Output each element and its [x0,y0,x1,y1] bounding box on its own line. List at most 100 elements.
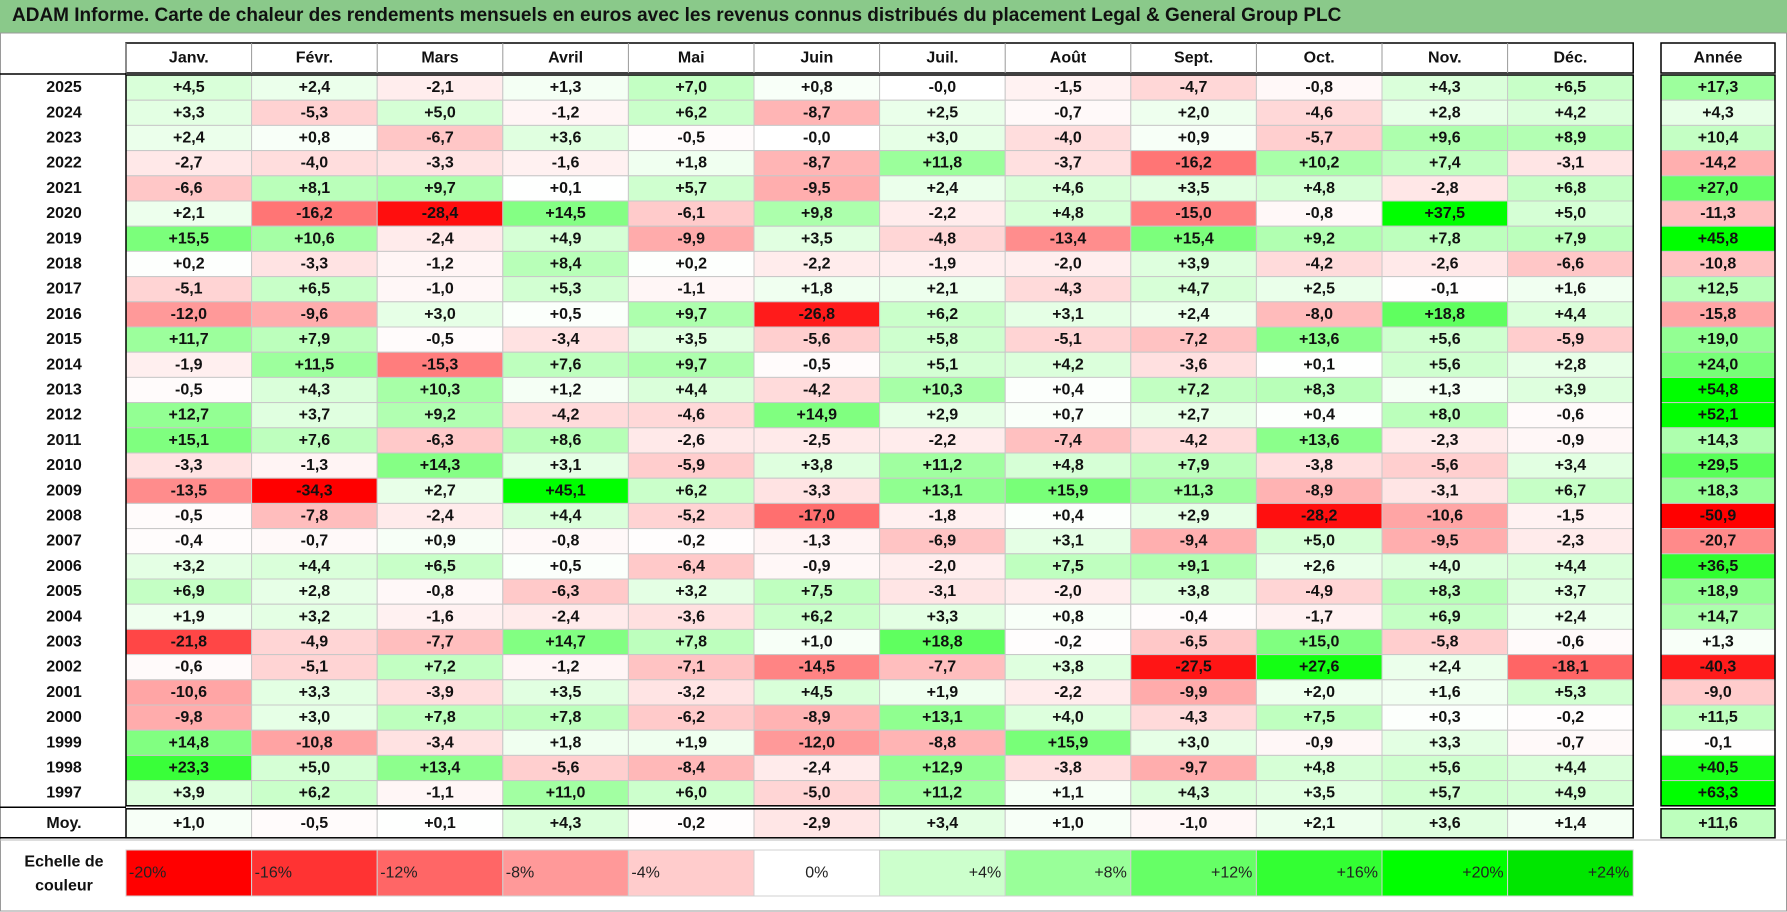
heat-cell [125,351,253,378]
scale-label: -16% [255,865,292,882]
cell-value: -5,3 [301,104,329,121]
heat-cell [753,754,881,782]
heat-cell [1507,754,1634,782]
cell-value: -14,5 [799,659,836,676]
heat-cell [1004,603,1132,630]
cell-value: -4,0 [1054,130,1082,147]
cell-value: -2,5 [803,432,831,449]
data-block-border [125,74,1634,807]
cell-value: -2,7 [175,155,203,172]
cell-value: +3,7 [1555,583,1587,600]
cell-value: -9,9 [677,230,705,247]
heat-cell [879,427,1006,454]
heat-cell [1004,326,1132,353]
cell-value: -4,9 [1305,583,1333,600]
heat-cell [1130,376,1257,404]
heat-cell [1381,654,1509,681]
cell-value: +8,4 [550,256,582,273]
cell-value: -6,4 [677,558,705,575]
cell-value: -1,2 [552,659,580,676]
heat-cell [1507,276,1634,303]
cell-value: +2,8 [1555,356,1587,373]
heat-cell [251,628,378,656]
heat-cell [1004,150,1132,177]
cell-value: +23,3 [169,760,210,777]
annual-cell [1660,74,1776,101]
average-cell [376,808,504,839]
cell-value: +10,2 [1299,155,1340,172]
heat-cell [1507,74,1634,101]
heat-cell [879,351,1006,378]
heat-cell [376,351,504,378]
heat-cell [1255,704,1383,731]
cell-value: +14,5 [545,205,586,222]
cell-value: +14,9 [797,407,838,424]
annual-value: +17,3 [1698,79,1739,96]
heat-cell [753,376,881,404]
cell-value: +4,4 [1555,306,1587,323]
heat-cell [1255,628,1383,656]
cell-value: +7,9 [1555,230,1587,247]
cell-value: -5,7 [1305,130,1333,147]
cell-value: +15,0 [1299,634,1340,651]
average-label: Moy. [46,815,81,832]
cell-value: +3,5 [801,230,833,247]
heat-cell [1255,553,1383,580]
cell-value: +4,8 [1052,457,1084,474]
cell-value: +0,1 [550,180,582,197]
cell-value: +1,6 [1429,684,1461,701]
heat-cell [879,780,1006,807]
heat-cell [753,150,881,177]
cell-value: +7,8 [675,634,707,651]
cell-value: +0,8 [801,79,833,96]
heat-cell [879,99,1006,126]
heat-cell [1255,452,1383,479]
heat-cell [125,150,253,177]
heat-cell [1381,351,1509,378]
cell-value: -0,9 [803,558,831,575]
cell-value: -2,6 [1431,256,1459,273]
cell-value: +14,8 [169,734,210,751]
heat-cell [1255,679,1383,706]
cell-value: +7,8 [424,709,456,726]
average-value: +0,1 [424,815,456,832]
cell-value: -2,4 [552,608,580,625]
cell-value: -6,3 [552,583,580,600]
cell-value: +3,1 [1052,533,1084,550]
heat-cell [1381,528,1509,555]
month-header-8: Août [1050,50,1087,67]
heat-cell [753,578,881,605]
heat-cell [1507,502,1634,530]
cell-value: +4,9 [550,230,582,247]
annual-value: +4,3 [1702,104,1734,121]
cell-value: -5,6 [552,760,580,777]
scale-swatch [1130,849,1257,897]
cell-value: +3,7 [299,407,331,424]
heat-cell [376,729,504,756]
heat-cell [376,402,504,429]
heat-cell [1381,124,1509,152]
annual-value: +52,1 [1698,407,1739,424]
heat-cell [376,124,504,152]
year-label-2019: 2019 [46,230,82,247]
heat-cell [376,553,504,580]
heat-cell [753,528,881,555]
heat-cell [627,603,755,630]
cell-value: +2,0 [1303,684,1335,701]
heat-cell [1255,150,1383,177]
cell-value: +4,7 [1178,281,1210,298]
cell-value: -1,1 [426,785,454,802]
scale-swatch [1507,849,1634,897]
month-header-11: Nov. [1428,50,1461,67]
average-value: +3,6 [1429,815,1461,832]
heat-cell [879,250,1006,278]
heat-cell [502,628,629,656]
scale-swatch [1255,849,1383,897]
cell-value: +6,2 [299,785,331,802]
heat-cell [1507,124,1634,152]
heat-cell [251,477,378,504]
heat-cell [753,553,881,580]
cell-value: -4,7 [1180,79,1208,96]
cell-value: +15,5 [169,230,210,247]
cell-value: +1,9 [675,734,707,751]
